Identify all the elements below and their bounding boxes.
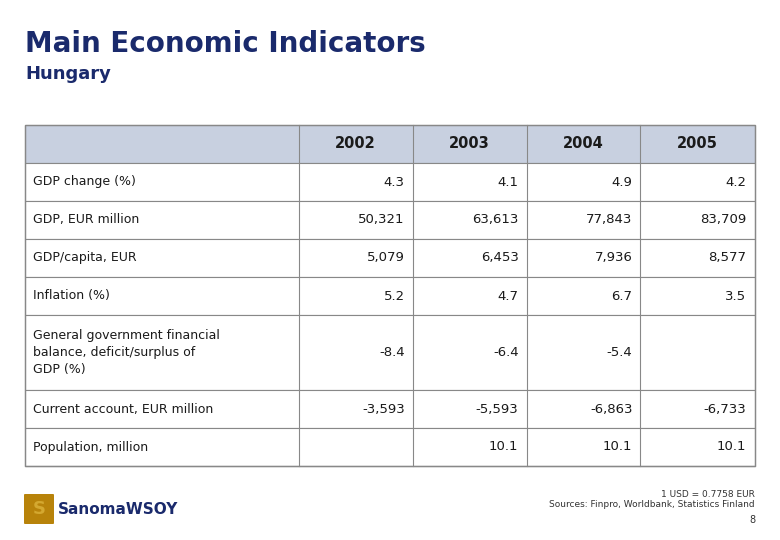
Text: 10.1: 10.1 — [489, 441, 519, 454]
Text: 5,079: 5,079 — [367, 252, 405, 265]
Text: General government financial
balance, deficit/surplus of
GDP (%): General government financial balance, de… — [33, 329, 220, 376]
Text: Population, million: Population, million — [33, 441, 148, 454]
Text: -6,733: -6,733 — [704, 402, 746, 415]
Bar — [25, 125, 755, 466]
Text: 2003: 2003 — [449, 137, 490, 152]
Text: 6.7: 6.7 — [612, 289, 633, 302]
Bar — [25, 428, 755, 466]
Text: GDP/capita, EUR: GDP/capita, EUR — [33, 252, 136, 265]
Text: 10.1: 10.1 — [717, 441, 746, 454]
Text: Hungary: Hungary — [25, 65, 111, 83]
Text: GDP change (%): GDP change (%) — [33, 176, 136, 188]
Text: 77,843: 77,843 — [586, 213, 633, 226]
Text: 3.5: 3.5 — [725, 289, 746, 302]
Text: 83,709: 83,709 — [700, 213, 746, 226]
Text: 2002: 2002 — [335, 137, 376, 152]
Text: 50,321: 50,321 — [358, 213, 405, 226]
Text: SanomaWSOY: SanomaWSOY — [58, 502, 179, 516]
Bar — [25, 390, 755, 428]
Text: 2005: 2005 — [677, 137, 718, 152]
Text: 6,453: 6,453 — [480, 252, 519, 265]
Bar — [25, 239, 755, 277]
Text: 8,577: 8,577 — [708, 252, 746, 265]
Text: Inflation (%): Inflation (%) — [33, 289, 110, 302]
Text: 5.2: 5.2 — [384, 289, 405, 302]
Text: Main Economic Indicators: Main Economic Indicators — [25, 30, 426, 58]
Text: 10.1: 10.1 — [603, 441, 633, 454]
Text: Sources: Finpro, Worldbank, Statistics Finland: Sources: Finpro, Worldbank, Statistics F… — [549, 500, 755, 509]
Bar — [25, 125, 755, 163]
Text: 63,613: 63,613 — [472, 213, 519, 226]
Text: 4.7: 4.7 — [498, 289, 519, 302]
Text: -5,593: -5,593 — [476, 402, 519, 415]
Text: -6.4: -6.4 — [493, 346, 519, 359]
Text: -5.4: -5.4 — [607, 346, 633, 359]
Text: 7,936: 7,936 — [594, 252, 633, 265]
Text: Current account, EUR million: Current account, EUR million — [33, 402, 213, 415]
Bar — [25, 201, 755, 239]
Text: S: S — [33, 500, 45, 518]
Text: 4.1: 4.1 — [498, 176, 519, 188]
Text: 4.3: 4.3 — [384, 176, 405, 188]
Text: GDP, EUR million: GDP, EUR million — [33, 213, 140, 226]
Text: 1 USD = 0.7758 EUR: 1 USD = 0.7758 EUR — [661, 490, 755, 499]
Text: -6,863: -6,863 — [590, 402, 633, 415]
Text: 4.2: 4.2 — [725, 176, 746, 188]
Bar — [25, 315, 755, 390]
FancyBboxPatch shape — [24, 494, 54, 524]
Text: -3,593: -3,593 — [362, 402, 405, 415]
Text: 4.9: 4.9 — [612, 176, 633, 188]
Text: 2004: 2004 — [563, 137, 604, 152]
Text: -8.4: -8.4 — [379, 346, 405, 359]
Bar — [25, 277, 755, 315]
Text: 8: 8 — [749, 515, 755, 525]
Bar — [25, 163, 755, 201]
